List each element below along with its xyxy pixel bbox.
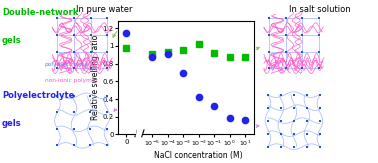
Text: Double-network: Double-network [2, 8, 78, 17]
Text: In pure water: In pure water [76, 5, 132, 14]
Text: gels: gels [2, 119, 22, 128]
Y-axis label: Relative swelling ratio: Relative swelling ratio [91, 35, 100, 120]
Text: polyelectrolyte: polyelectrolyte [45, 62, 89, 67]
X-axis label: NaCl concentration (M): NaCl concentration (M) [154, 151, 243, 160]
Text: Polyelectrolyte: Polyelectrolyte [2, 91, 74, 100]
Text: gels: gels [2, 36, 22, 45]
Text: In salt solution: In salt solution [288, 5, 350, 14]
Text: non-ionic polymer: non-ionic polymer [45, 78, 98, 83]
